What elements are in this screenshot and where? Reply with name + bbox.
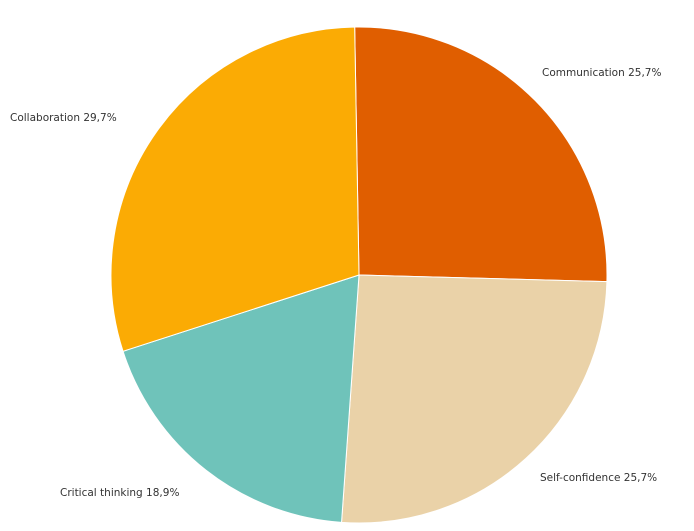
pie-slice-self-confidence	[340, 274, 608, 524]
slice-labels: Communication 25,7% Self-confidence 25,7…	[10, 67, 661, 499]
pie-slice-collaboration	[110, 26, 360, 352]
slice-label-collaboration: Collaboration 29,7%	[10, 112, 117, 124]
slice-label-critical-thinking: Critical thinking 18,9%	[60, 487, 179, 499]
slice-label-communication: Communication 25,7%	[542, 67, 661, 79]
slice-label-self-confidence: Self-confidence 25,7%	[540, 472, 657, 484]
pie-slices	[110, 26, 608, 524]
pie-slice-communication	[354, 26, 608, 283]
pie-slice-critical-thinking	[122, 274, 360, 523]
